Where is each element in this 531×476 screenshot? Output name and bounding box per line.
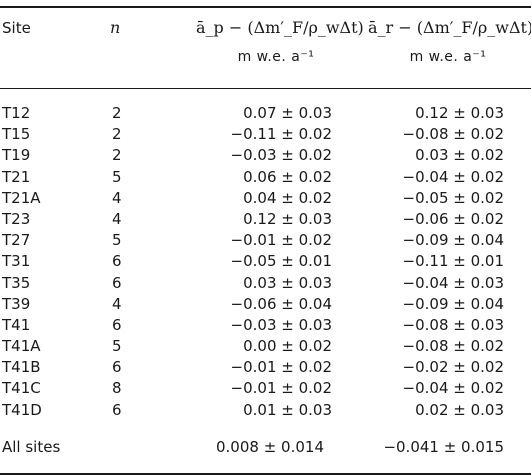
- cell-n: 6: [112, 400, 122, 419]
- bottom-rule: [0, 473, 531, 475]
- cell-site: T39: [2, 294, 31, 313]
- summary-ar: −0.041 ± 0.015: [383, 438, 504, 456]
- cell-site: T23: [2, 209, 31, 228]
- cell-ar: −0.11 ± 0.01: [402, 252, 504, 271]
- cell-n: 4: [112, 188, 122, 207]
- table-row: T39 4 −0.06 ± 0.04 −0.09 ± 0.04: [0, 294, 531, 315]
- cell-site: T15: [2, 125, 31, 144]
- cell-ar: −0.04 ± 0.02: [402, 379, 504, 398]
- cell-n: 6: [112, 358, 122, 377]
- cell-n: 4: [112, 209, 122, 228]
- cell-n: 2: [112, 104, 122, 122]
- cell-ar: −0.06 ± 0.02: [402, 209, 504, 228]
- cell-ap: 0.07 ± 0.03: [243, 104, 332, 122]
- cell-n: 6: [112, 315, 122, 334]
- cell-n: 8: [112, 379, 122, 398]
- cell-ar: −0.08 ± 0.02: [402, 125, 504, 144]
- cell-ap: −0.01 ± 0.02: [230, 358, 332, 377]
- cell-site: T41C: [2, 379, 41, 398]
- header-rule: [0, 88, 531, 89]
- table-body: T12 2 0.07 ± 0.03 0.12 ± 0.03 T15 2 −0.11 ± 0.…: [0, 103, 531, 421]
- cell-n: 4: [112, 294, 122, 313]
- cell-ar: −0.08 ± 0.03: [402, 315, 504, 334]
- table-row: T41A 5 0.00 ± 0.02 −0.08 ± 0.02: [0, 336, 531, 357]
- summary-ap: 0.008 ± 0.014: [216, 438, 324, 456]
- cell-ar: −0.09 ± 0.04: [402, 294, 504, 313]
- cell-site: T41: [2, 315, 31, 334]
- cell-site: T41B: [2, 358, 41, 377]
- cell-ap: 0.06 ± 0.02: [243, 167, 332, 186]
- cell-site: T31: [2, 252, 31, 271]
- cell-n: 2: [112, 125, 122, 144]
- table-row: T31 6 −0.05 ± 0.01 −0.11 ± 0.01: [0, 251, 531, 272]
- cell-site: T21A: [2, 188, 41, 207]
- header-ar: ā_r − (Δm′_F/ρ_wΔt): [368, 18, 531, 37]
- cell-ar: −0.04 ± 0.02: [402, 167, 504, 186]
- cell-ap: −0.01 ± 0.02: [230, 379, 332, 398]
- cell-ap: −0.01 ± 0.02: [230, 231, 332, 250]
- cell-ap: −0.03 ± 0.02: [230, 146, 332, 165]
- cell-ap: 0.00 ± 0.02: [243, 337, 332, 356]
- table-row: T41D 6 0.01 ± 0.03 0.02 ± 0.03: [0, 400, 531, 421]
- cell-ap: −0.03 ± 0.03: [230, 315, 332, 334]
- cell-n: 5: [112, 337, 122, 356]
- cell-n: 6: [112, 252, 122, 271]
- cell-site: T21: [2, 167, 31, 186]
- table-row: T41B 6 −0.01 ± 0.02 −0.02 ± 0.02: [0, 357, 531, 378]
- table-row: T21 5 0.06 ± 0.02 −0.04 ± 0.02: [0, 167, 531, 188]
- cell-site: T41D: [2, 400, 42, 419]
- cell-ap: 0.03 ± 0.03: [243, 273, 332, 292]
- cell-ap: −0.05 ± 0.01: [230, 252, 332, 271]
- table-row: T35 6 0.03 ± 0.03 −0.04 ± 0.03: [0, 273, 531, 294]
- cell-site: T19: [2, 146, 31, 165]
- cell-n: 5: [112, 167, 122, 186]
- cell-n: 5: [112, 231, 122, 250]
- cell-ar: −0.09 ± 0.04: [402, 231, 504, 250]
- header-n: n: [110, 18, 121, 37]
- header-ap-unit: m w.e. a⁻¹: [237, 49, 315, 65]
- table-row: T12 2 0.07 ± 0.03 0.12 ± 0.03: [0, 103, 531, 124]
- cell-n: 2: [112, 146, 122, 165]
- cell-ar: −0.04 ± 0.03: [402, 273, 504, 292]
- cell-ap: −0.06 ± 0.04: [230, 294, 332, 313]
- header-site: Site: [2, 19, 31, 37]
- cell-ap: 0.01 ± 0.03: [243, 400, 332, 419]
- header-ar-unit: m w.e. a⁻¹: [409, 49, 487, 65]
- header-ap: ā_p − (Δm′_F/ρ_wΔt): [196, 18, 364, 37]
- table-row: T15 2 −0.11 ± 0.02 −0.08 ± 0.02: [0, 124, 531, 145]
- cell-ap: −0.11 ± 0.02: [230, 125, 332, 144]
- cell-site: T41A: [2, 337, 41, 356]
- cell-ap: 0.04 ± 0.02: [243, 188, 332, 207]
- cell-site: T12: [2, 104, 31, 122]
- cell-site: T27: [2, 231, 31, 250]
- cell-ar: −0.05 ± 0.02: [402, 188, 504, 207]
- cell-ap: 0.12 ± 0.03: [243, 209, 332, 228]
- table-row: T23 4 0.12 ± 0.03 −0.06 ± 0.02: [0, 209, 531, 230]
- table-row: T21A 4 0.04 ± 0.02 −0.05 ± 0.02: [0, 188, 531, 209]
- table-row: T41 6 −0.03 ± 0.03 −0.08 ± 0.03: [0, 315, 531, 336]
- summary-site: All sites: [2, 438, 61, 456]
- table-row: T41C 8 −0.01 ± 0.02 −0.04 ± 0.02: [0, 378, 531, 399]
- cell-site: T35: [2, 273, 31, 292]
- table-row: T27 5 −0.01 ± 0.02 −0.09 ± 0.04: [0, 230, 531, 251]
- cell-ar: −0.02 ± 0.02: [402, 358, 504, 377]
- cell-n: 6: [112, 273, 122, 292]
- cell-ar: 0.12 ± 0.03: [415, 104, 504, 122]
- table-row: T19 2 −0.03 ± 0.02 0.03 ± 0.02: [0, 145, 531, 166]
- cell-ar: −0.08 ± 0.02: [402, 337, 504, 356]
- cell-ar: 0.02 ± 0.03: [415, 400, 504, 419]
- top-rule: [0, 6, 531, 8]
- cell-ar: 0.03 ± 0.02: [415, 146, 504, 165]
- summary-row: All sites 0.008 ± 0.014 −0.041 ± 0.015: [0, 437, 531, 458]
